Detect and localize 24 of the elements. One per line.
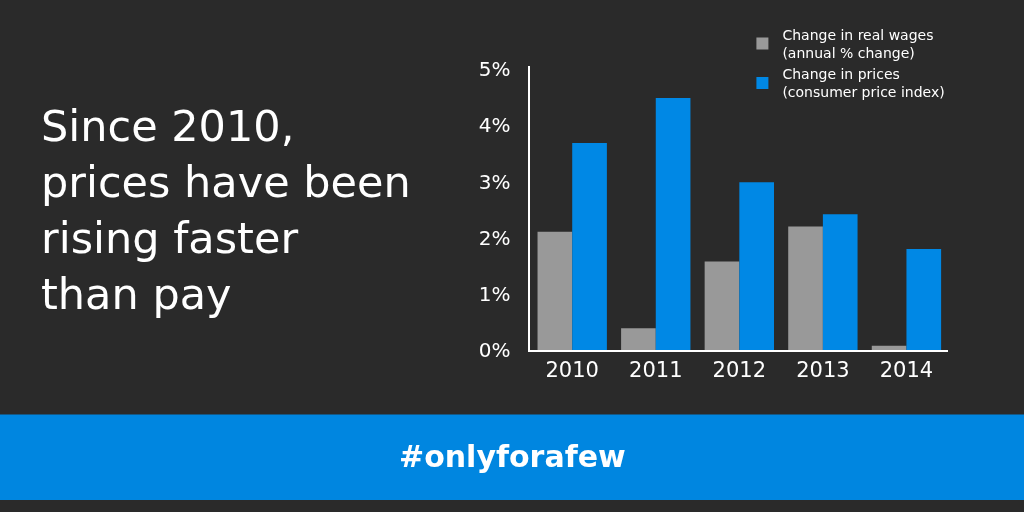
bar — [704, 261, 740, 351]
y-tick-label: 4% — [478, 113, 511, 138]
bar — [906, 249, 942, 351]
y-tick-label: 0% — [478, 338, 511, 363]
x-tick-label: 2014 — [879, 358, 934, 383]
y-tick-label: 5% — [478, 57, 511, 82]
bar — [572, 142, 607, 351]
x-tick-label: 2013 — [796, 358, 850, 383]
x-tick-label: 2011 — [629, 358, 683, 383]
y-tick-label: 1% — [478, 282, 511, 307]
bar — [822, 214, 858, 351]
y-tick-label: 3% — [478, 169, 511, 194]
text: #onlyforafew — [399, 439, 626, 474]
y-tick-label: 2% — [478, 225, 511, 250]
legend-label: Change in prices (consumer price index) — [782, 66, 945, 101]
text: Since 2010, prices have been rising faster than pay — [41, 101, 411, 319]
bar — [788, 226, 823, 351]
x-tick-label: 2010 — [545, 358, 599, 383]
bar — [621, 328, 656, 351]
bar — [537, 231, 573, 351]
bar — [655, 97, 691, 351]
legend-label: Change in real wages (annual % change) — [782, 26, 934, 62]
bar — [739, 182, 774, 351]
x-tick-label: 2012 — [712, 358, 767, 383]
